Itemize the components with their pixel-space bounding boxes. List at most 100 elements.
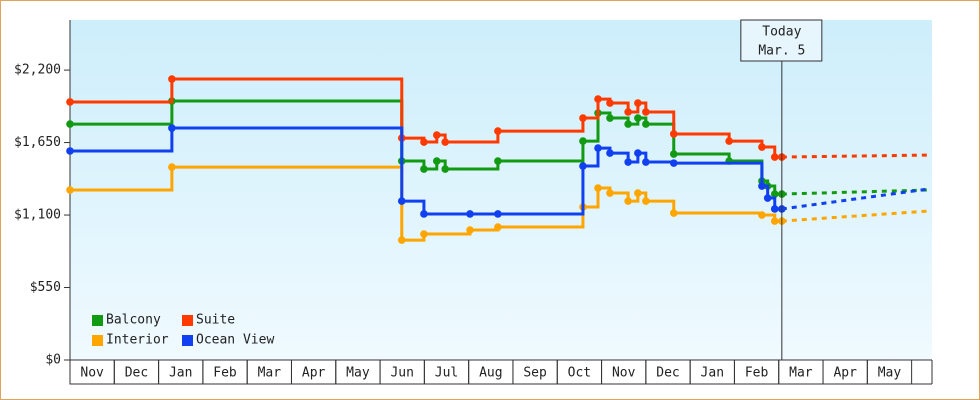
price-step	[171, 77, 404, 139]
legend-label: Ocean View	[196, 333, 274, 348]
price-point	[168, 163, 176, 171]
price-point	[606, 189, 614, 197]
price-point	[579, 137, 587, 145]
price-point	[758, 143, 766, 151]
today-label: Today	[762, 25, 801, 40]
x-tick-label: Nov	[80, 366, 104, 381]
legend-swatch	[182, 335, 193, 346]
x-tick-label: May	[346, 366, 370, 381]
price-step	[645, 110, 676, 134]
price-point	[642, 120, 650, 128]
price-point	[579, 162, 587, 170]
price-step	[70, 79, 174, 104]
price-point	[624, 158, 632, 166]
price-point	[397, 197, 406, 205]
price-point	[420, 230, 428, 238]
forecast-line	[781, 188, 929, 196]
legend-label: Balcony	[106, 313, 161, 328]
price-point	[397, 236, 406, 244]
x-tick-label: Jun	[390, 366, 413, 381]
price-point	[494, 223, 502, 231]
price-point	[494, 127, 502, 135]
price-point	[466, 226, 474, 234]
price-point	[634, 189, 642, 197]
price-point	[770, 190, 779, 198]
x-tick-label: Mar	[258, 366, 282, 381]
legend-label: Interior	[106, 333, 169, 348]
price-point	[606, 99, 614, 107]
legend-swatch	[92, 335, 103, 346]
price-point	[66, 147, 74, 155]
price-step	[645, 160, 676, 164]
price-step	[497, 118, 585, 133]
legend-swatch	[92, 315, 103, 326]
price-step	[70, 101, 174, 126]
price-point	[579, 114, 587, 122]
price-point	[594, 95, 602, 103]
x-tick-label: May	[878, 366, 902, 381]
price-point	[594, 184, 602, 192]
price-step	[497, 141, 585, 163]
plot-area	[70, 20, 932, 360]
price-point	[642, 197, 650, 205]
y-tick-label: $0	[45, 353, 61, 368]
price-step	[673, 161, 764, 187]
x-tick-label: Jul	[435, 366, 458, 381]
y-tick-label: $1,100	[14, 208, 61, 223]
price-point	[420, 210, 428, 218]
price-point	[466, 210, 474, 218]
price-point	[432, 131, 441, 139]
price-point	[494, 157, 502, 165]
price-point	[432, 157, 441, 165]
x-tick-label: Feb	[213, 366, 237, 381]
price-point	[669, 150, 678, 158]
price-point	[642, 158, 650, 166]
price-step	[582, 148, 600, 168]
price-step	[645, 199, 676, 214]
forecast-line	[781, 153, 929, 159]
price-point	[669, 159, 678, 167]
price-point	[758, 182, 766, 190]
price-point	[770, 205, 779, 213]
x-tick-label: Sep	[523, 366, 547, 381]
price-point	[66, 98, 74, 106]
x-tick-label: Apr	[302, 366, 326, 381]
price-step	[582, 99, 600, 120]
x-tick-label: Mar	[789, 366, 813, 381]
price-point	[168, 124, 176, 132]
x-tick-label: Dec	[656, 366, 679, 381]
price-point	[441, 138, 449, 146]
price-step	[171, 126, 404, 202]
price-point	[66, 186, 74, 194]
legend-swatch	[182, 315, 193, 326]
price-point	[634, 149, 642, 157]
price-step	[401, 199, 426, 214]
price-point	[642, 108, 650, 116]
x-tick-label: Oct	[568, 366, 591, 381]
price-point	[624, 197, 632, 205]
price-point	[606, 114, 614, 122]
price-point	[66, 120, 74, 128]
forecast-line	[781, 209, 929, 223]
y-tick-label: $550	[30, 280, 61, 295]
x-tick-label: Apr	[833, 366, 857, 381]
price-point	[770, 153, 779, 161]
forecast-line	[781, 187, 929, 211]
price-point	[634, 114, 642, 122]
price-step	[582, 113, 600, 143]
y-tick-label: $2,200	[14, 63, 61, 78]
y-tick-label: $1,650	[14, 135, 61, 150]
price-point	[606, 149, 614, 157]
price-point	[420, 138, 428, 146]
x-tick-label: Aug	[479, 366, 502, 381]
price-point	[420, 165, 428, 173]
price-point	[725, 137, 733, 145]
price-point	[168, 75, 176, 83]
price-point	[624, 108, 632, 116]
x-tick-label: Jan	[701, 366, 724, 381]
price-point	[763, 194, 772, 202]
today-label: Mar. 5	[758, 44, 805, 59]
price-point	[669, 130, 678, 138]
x-tick-label: Dec	[125, 366, 148, 381]
